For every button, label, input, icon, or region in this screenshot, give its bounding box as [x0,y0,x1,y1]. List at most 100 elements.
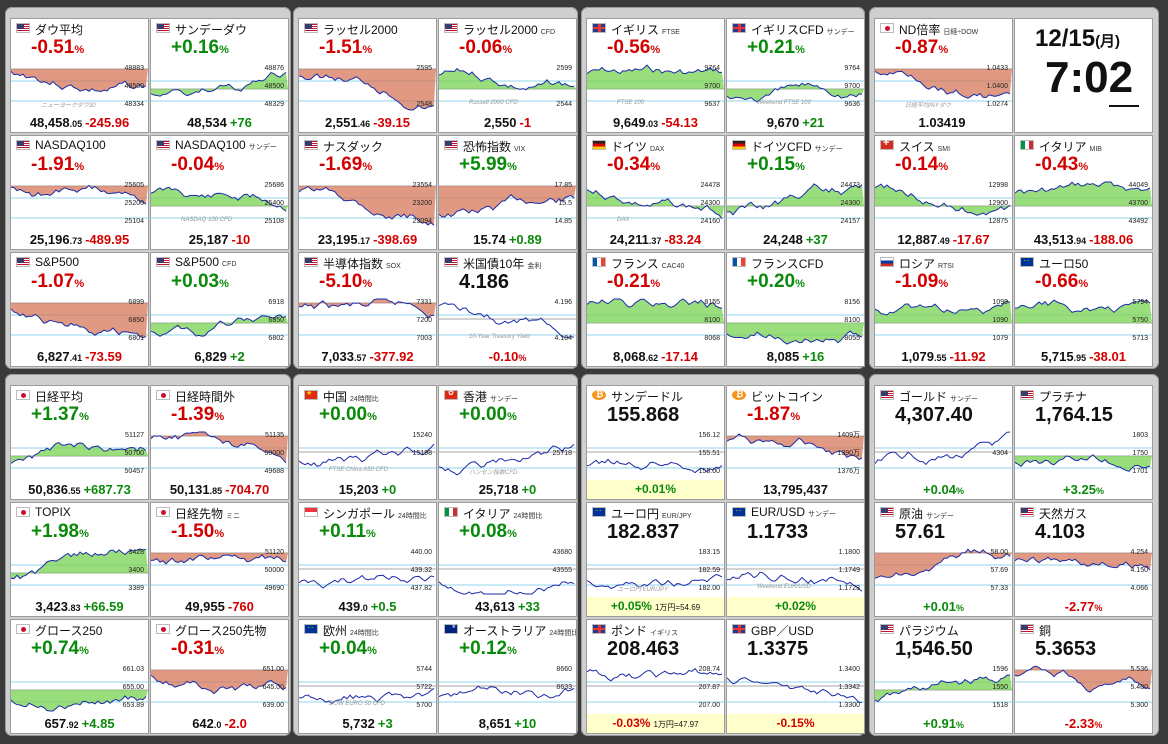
flag-icon [444,623,458,634]
market-card[interactable]: 原油 サンデー 57.61 58.00 57.69 57.33 +0.01% [875,503,1012,616]
market-card[interactable]: ドイツ DAX -0.34% 24478 24300 24160 DAX 24,211.3… [587,136,724,249]
cursor-underline [1109,105,1139,107]
change-footer: +3.25% [1063,482,1104,497]
market-name: 欧州 24時間比 [323,624,379,638]
market-card[interactable]: 日経先物 ミニ -1.50% 51120 50000 49690 49,955 -760 [151,503,288,616]
market-name: 香港 サンデー [463,390,519,404]
axis-tick: 50000 [264,567,284,574]
price-value: 1,546.50 [895,638,973,660]
market-card[interactable]: イギリス FTSE -0.56% 9764 9700 9637 FTSE 100 9,64… [587,19,724,132]
market-card[interactable]: プラチナ 1,764.15 1803 1750 1701 +3.25% [1015,386,1152,499]
market-name: スイス SMI [899,140,951,154]
change-percent: -0.31% [171,638,225,659]
axis-tick: 43680 [552,549,572,556]
axis-tick: 3428 [128,549,144,556]
axis-tick: 5.400 [1130,684,1148,691]
market-card[interactable]: ビットコイン -1.87% 1409万 1390万 1376万 13,795,437 [727,386,864,499]
market-card[interactable]: シンガポール 24時間比 +0.11% 440.00 439.32 437.82 439… [299,503,436,616]
card-header: 日経時間外 [151,386,288,404]
sparkline-chart [151,552,288,586]
price-footer: 5,732 +3 [342,716,393,731]
card-header: 日経平均 [11,386,148,404]
market-card[interactable]: 天然ガス 4.103 4.254 4.150 4.066 -2.77% [1015,503,1152,616]
market-name: パラジウム [899,624,959,638]
market-card[interactable]: ラッセル2000 CFD -0.06% 2599 2544 Russell 2000 … [439,19,576,132]
axis-tick: 8100 [704,317,720,324]
market-card[interactable]: TOPIX +1.98% 3428 3400 3389 3,423.83 +66.59 [11,503,148,616]
market-card[interactable]: サンデードル 155.868 156.12 155.51 155.00 +0.01% [587,386,724,499]
card-header: 原油 サンデー [875,503,1012,521]
sparkline-chart [875,548,1012,586]
market-card[interactable]: 米国債10年 金利 4.186 4.196 4.184 10-Year Treasur… [439,253,576,366]
market-card[interactable]: フランスCFD +0.20% 8156 8100 8055 8,085 +16 [727,253,864,366]
axis-tick: 12875 [988,218,1008,225]
market-card[interactable]: イギリスCFD サンデー +0.21% 9764 9700 9636 Weekend F… [727,19,864,132]
axis-tick: 1.0400 [986,83,1008,90]
market-card[interactable]: フランス CAC40 -0.21% 8155 8100 8068 8,068.62 -17… [587,253,724,366]
axis-tick: 23554 [412,182,432,189]
axis-tick: 51120 [265,549,284,556]
chart-watermark: Weekend EUR/USD [757,584,811,590]
market-card[interactable]: イタリア MIB -0.43% 44049 43700 43492 43,513.94-… [1015,136,1152,249]
market-card[interactable]: ナスダック -1.69% 23554 23200 23094 23,195.17 -39… [299,136,436,249]
market-name: ロシア RTSI [899,257,954,271]
market-card[interactable]: パラジウム 1,546.50 1596 1550 1518 +0.91% [875,620,1012,733]
card-header: グロース250 [11,620,148,638]
flag-icon [156,624,170,634]
axis-tick: 9637 [704,101,720,108]
market-card[interactable]: NASDAQ100 サンデー -0.04% 25686 25400 25108 NASD… [151,136,288,249]
price-footer: 1.03419 [918,115,966,130]
flag-icon [304,23,318,33]
price-value: 4,307.40 [895,404,973,426]
market-card[interactable]: ゴールド サンデー 4,307.40 4304 +0.04% [875,386,1012,499]
price-value: 4.103 [1035,521,1086,543]
change-percent: +0.16% [171,37,229,58]
sparkline-chart [727,314,864,345]
market-card[interactable]: グロース250先物 -0.31% 651.00 645.00 639.00 642.0… [151,620,288,733]
market-card[interactable]: ダウ平均 -0.51% 48883 48500 48334 ニューヨークダウ30 48,… [11,19,148,132]
market-card[interactable]: ラッセル2000 -1.51% 2595 2548 2,551.46 -39.15 [299,19,436,132]
axis-tick: 24300 [700,200,720,207]
market-card[interactable]: ドイツCFD サンデー +0.15% 24473 24300 24157 24,248 +… [727,136,864,249]
market-card[interactable]: ポンド イギリス 208.463 208.74 207.87 207.00 -0.03%… [587,620,724,733]
axis-tick: 1803 [1132,432,1148,439]
market-card[interactable]: NASDAQ100 -1.91% 25605 25200 25104 25,196.7… [11,136,148,249]
card-header: 天然ガス [1015,503,1152,521]
market-card[interactable]: ユーロ50 -0.66% 5794 5750 5713 5,715.95-38.01 [1015,253,1152,366]
market-card[interactable]: 銅 5.3653 5.536 5.400 5.300 -2.33% [1015,620,1152,733]
market-card[interactable]: ロシア RTSI -1.09% 1099 1090 1079 1,079.55 -11.9… [875,253,1012,366]
change-percent: -1.91% [31,154,85,175]
flag-icon [880,23,894,33]
market-card[interactable]: S&P500 CFD +0.03% 6918 6850 6802 6,829 +2 [151,253,288,366]
market-card[interactable]: サンデーダウ +0.16% 48876 48500 48329 48,534 +76 [151,19,288,132]
card-header: ビットコイン [727,386,864,404]
market-card[interactable]: ND倍率 日経÷DOW -0.87% 1.0433 1.0400 1.0274 日経平均… [875,19,1012,132]
market-card[interactable]: 日経時間外 -1.39% 51135 50000 49688 50,131.85 -70… [151,386,288,499]
axis-tick: 25200 [124,200,144,207]
sparkline-chart [11,184,148,219]
market-card[interactable]: イタリア 24時間比 +0.08% 43680 43555 43,613 +33 [439,503,576,616]
sparkline-chart [727,564,864,592]
axis-tick: 7003 [416,335,432,342]
market-card[interactable]: 日経平均 +1.37% 51127 50700 50457 50,836.55 +687… [11,386,148,499]
market-name: 恐怖指数 VIX [463,140,526,154]
market-card[interactable]: GBP／USD 1.3375 1.3400 1.3342 1.3300 -0.15% [727,620,864,733]
change-footer: -0.10% [488,349,527,364]
axis-tick: 49690 [264,585,284,592]
change-footer: -0.03% 1万円=47.97 [587,714,724,733]
market-card[interactable]: グロース250 +0.74% 661.03 655.00 653.89 657.92 +… [11,620,148,733]
market-name: イタリア MIB [1039,140,1102,154]
market-card[interactable]: 恐怖指数 VIX +5.99% 17.85 15.5 14.85 15.74 +0.89 [439,136,576,249]
price-footer: 439.0 +0.5 [338,599,397,614]
change-footer: +0.91% [923,716,964,731]
axis-tick: 1.0274 [986,101,1008,108]
market-card[interactable]: 半導体指数 SOX -5.10% 7331 7200 7003 7,033.57 -377… [299,253,436,366]
market-card[interactable]: S&P500 -1.07% 6899 6850 6801 6,827.41 -73.59 [11,253,148,366]
